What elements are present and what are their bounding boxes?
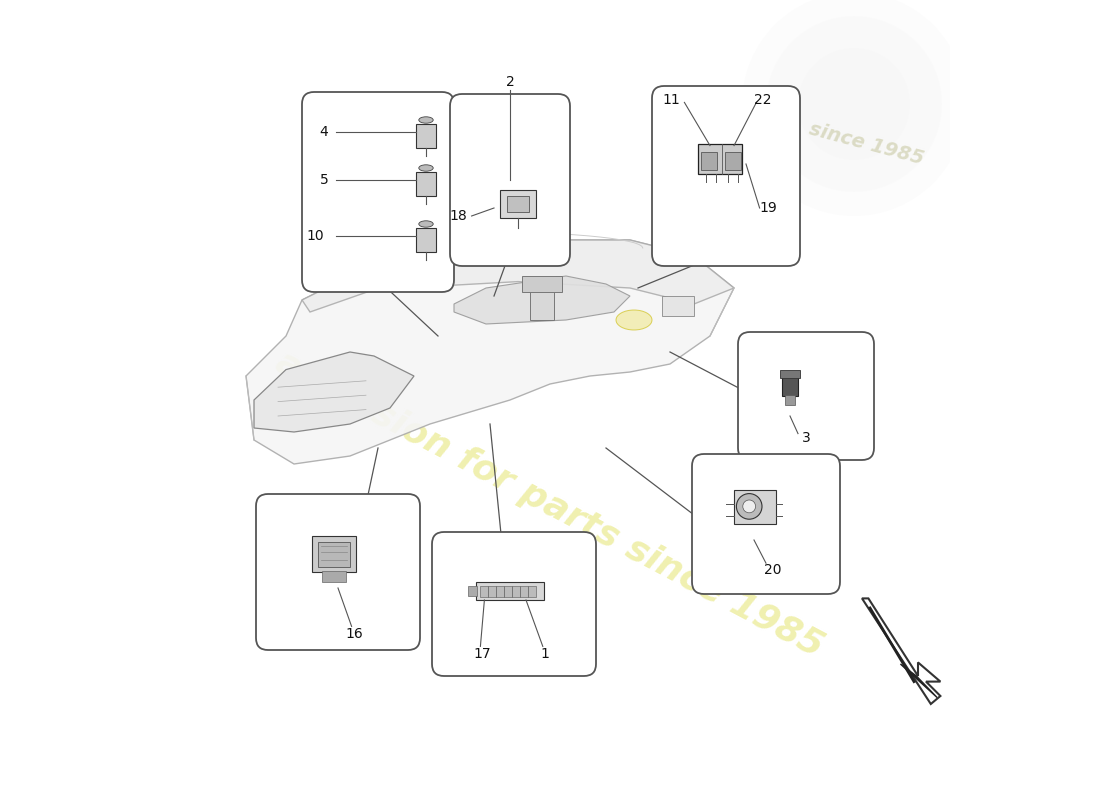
Bar (488, 586, 496, 597)
FancyBboxPatch shape (450, 94, 570, 266)
Ellipse shape (419, 117, 433, 123)
Text: 10: 10 (307, 229, 324, 243)
Bar (701, 152, 717, 170)
Text: a passion for parts since 1985: a passion for parts since 1985 (271, 345, 829, 663)
Ellipse shape (616, 310, 652, 330)
Bar (468, 586, 477, 596)
Text: 17: 17 (473, 646, 491, 661)
Bar (481, 586, 488, 597)
Text: 19: 19 (760, 201, 778, 215)
Text: 11: 11 (662, 93, 681, 107)
Bar (530, 288, 554, 320)
Circle shape (798, 48, 910, 160)
Bar (698, 144, 742, 174)
Circle shape (766, 16, 942, 192)
Text: 2: 2 (506, 74, 515, 89)
Bar (725, 152, 741, 170)
Polygon shape (454, 276, 630, 324)
Bar (662, 296, 694, 316)
FancyBboxPatch shape (738, 332, 874, 460)
FancyBboxPatch shape (692, 454, 840, 594)
Circle shape (742, 500, 756, 513)
Ellipse shape (419, 165, 433, 171)
Bar (734, 490, 776, 524)
FancyBboxPatch shape (652, 86, 800, 266)
Ellipse shape (419, 221, 433, 227)
FancyBboxPatch shape (432, 532, 596, 676)
Text: 16: 16 (345, 626, 363, 641)
Text: 4: 4 (320, 125, 329, 139)
Bar (520, 586, 528, 597)
Bar (780, 370, 801, 378)
Polygon shape (246, 240, 734, 464)
Text: since 1985: since 1985 (806, 119, 925, 169)
Text: 3: 3 (802, 431, 811, 446)
Bar (782, 376, 797, 396)
Bar (513, 586, 520, 597)
Bar (417, 228, 436, 252)
Bar (496, 586, 505, 597)
FancyBboxPatch shape (256, 494, 420, 650)
Bar (322, 571, 346, 582)
Polygon shape (254, 352, 414, 432)
Bar (500, 190, 536, 218)
Bar (522, 276, 562, 292)
Bar (417, 172, 436, 196)
Circle shape (742, 0, 966, 216)
Polygon shape (901, 664, 937, 698)
FancyBboxPatch shape (302, 92, 454, 292)
Text: 5: 5 (320, 173, 329, 187)
Polygon shape (302, 240, 734, 312)
Text: 22: 22 (754, 93, 771, 107)
Bar (528, 586, 537, 597)
Text: 18: 18 (450, 209, 468, 223)
Bar (507, 196, 529, 212)
Bar (417, 124, 436, 148)
Bar (505, 586, 513, 597)
Bar (318, 542, 350, 567)
Bar (476, 582, 543, 600)
Text: 1: 1 (540, 646, 549, 661)
Bar (311, 536, 355, 572)
Bar (785, 395, 795, 405)
Circle shape (736, 494, 762, 519)
Text: 20: 20 (763, 562, 781, 577)
